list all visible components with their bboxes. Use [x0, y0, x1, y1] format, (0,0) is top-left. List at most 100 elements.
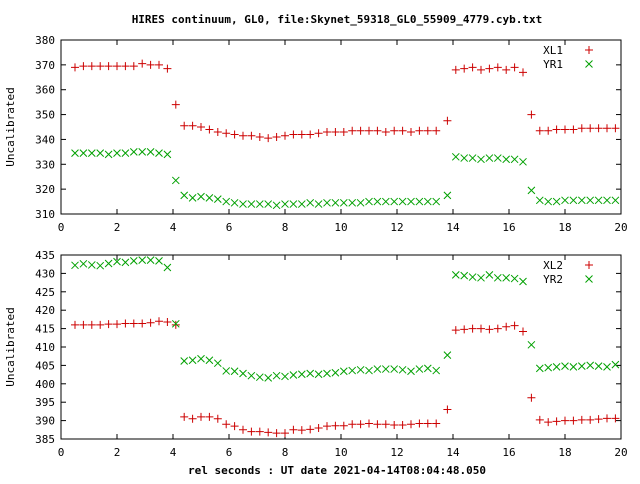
data-point — [348, 126, 357, 135]
data-point — [188, 193, 197, 202]
data-point — [79, 320, 88, 329]
data-point — [519, 277, 527, 286]
data-point — [155, 149, 163, 157]
data-point — [188, 121, 197, 130]
data-point — [460, 154, 469, 162]
data-point — [535, 415, 544, 424]
data-point — [485, 271, 494, 279]
data-point — [502, 322, 511, 331]
x-tick-label: 14 — [446, 446, 460, 459]
series-XL2 — [71, 317, 620, 438]
y-axis-label: Uncalibrated — [4, 307, 17, 386]
data-point — [331, 127, 340, 136]
data-point — [485, 325, 494, 334]
data-point — [373, 126, 382, 135]
y-tick-label: 430 — [35, 267, 55, 280]
data-point — [502, 65, 511, 74]
data-point — [247, 427, 256, 436]
data-point — [79, 259, 88, 268]
plot-panel-1: 0 2 4 6 8 10 12 14 16 18 20 310 320 330 340 350 360 370 38… — [4, 34, 628, 234]
data-point — [552, 197, 561, 206]
data-point — [468, 273, 477, 281]
data-point — [390, 126, 399, 135]
data-point — [381, 197, 390, 206]
data-point — [205, 125, 214, 134]
y-tick-label: 420 — [35, 304, 55, 317]
data-point — [230, 198, 239, 207]
data-point — [163, 64, 172, 73]
data-point — [180, 121, 189, 130]
data-point — [373, 197, 382, 206]
data-point — [460, 325, 469, 334]
data-point — [87, 149, 96, 157]
data-point — [197, 412, 205, 421]
data-point — [87, 62, 96, 71]
data-point — [432, 126, 441, 135]
data-point — [603, 363, 611, 371]
data-point — [155, 60, 163, 69]
y-tick-label: 340 — [35, 133, 55, 146]
x-tick-label: 8 — [282, 221, 289, 234]
data-point — [272, 371, 281, 380]
data-point — [239, 369, 247, 378]
data-point — [239, 425, 247, 434]
data-point — [451, 326, 460, 335]
data-point — [569, 363, 578, 371]
data-point — [96, 261, 105, 270]
data-point — [121, 62, 130, 71]
data-point — [535, 196, 544, 205]
x-tick-label: 2 — [114, 446, 121, 459]
data-point — [594, 415, 603, 424]
data-point — [314, 200, 323, 208]
data-point — [468, 324, 477, 333]
data-point — [205, 193, 214, 202]
series-YR1 — [71, 148, 620, 210]
x-tick-label: 8 — [282, 446, 289, 459]
data-point — [281, 131, 289, 140]
legend-label: YR2 — [543, 273, 563, 286]
data-point — [247, 371, 256, 380]
data-point — [121, 319, 130, 328]
x-tick-label: 4 — [170, 446, 177, 459]
data-point — [586, 415, 595, 424]
data-point — [255, 200, 264, 208]
data-point — [306, 425, 315, 434]
data-point — [163, 317, 172, 326]
y-tick-label: 390 — [35, 415, 55, 428]
data-point — [281, 429, 289, 438]
data-point — [222, 367, 231, 375]
data-point — [180, 191, 189, 200]
data-point — [552, 417, 561, 426]
data-point — [527, 340, 536, 349]
x-axis-label: rel seconds : UT date 2021-04-14T08:04:4… — [188, 464, 486, 477]
data-point — [594, 362, 603, 370]
data-point — [314, 423, 323, 432]
data-point — [356, 365, 365, 374]
data-point — [594, 196, 603, 205]
data-point — [138, 59, 147, 68]
x-tick-label: 2 — [114, 221, 121, 234]
data-point — [603, 196, 611, 205]
data-point — [519, 68, 527, 77]
data-point — [477, 324, 485, 333]
data-point — [569, 196, 578, 205]
data-point — [577, 196, 586, 205]
series-YR2 — [71, 256, 620, 382]
data-point — [544, 126, 553, 135]
data-point — [535, 364, 544, 373]
legend-marker — [585, 46, 593, 54]
data-point — [289, 371, 298, 379]
data-point — [255, 132, 264, 141]
data-point — [96, 320, 105, 329]
data-point — [552, 363, 561, 371]
data-point — [113, 62, 121, 71]
series-XL1 — [71, 59, 620, 143]
data-point — [331, 421, 340, 430]
data-point — [71, 63, 79, 72]
data-point — [577, 362, 586, 370]
data-point — [205, 412, 214, 421]
data-point — [71, 149, 79, 157]
data-point — [222, 420, 231, 429]
y-tick-label: 350 — [35, 109, 55, 122]
data-point — [443, 405, 452, 414]
